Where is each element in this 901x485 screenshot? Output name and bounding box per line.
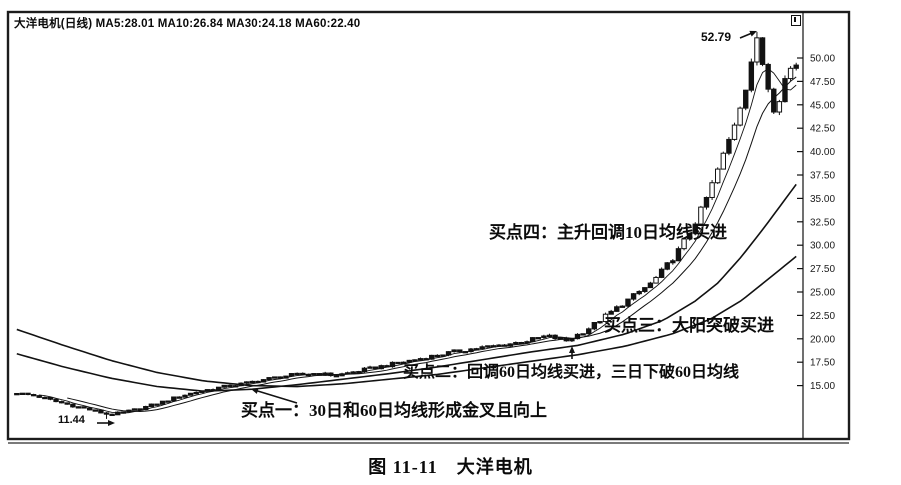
peak-price-label: 52.79 <box>701 30 732 44</box>
chart-title: 大洋电机(日线) MA5:28.01 MA10:26.84 MA30:24.18… <box>14 18 361 30</box>
y-tick-label: 20.00 <box>810 334 835 345</box>
chart-tool-icon[interactable] <box>791 15 801 26</box>
y-tick-label: 32.50 <box>810 217 835 228</box>
ma10-line <box>67 76 797 412</box>
y-tick-label: 15.00 <box>810 381 835 392</box>
y-tick-label: 35.00 <box>810 194 835 205</box>
y-tick-label: 47.50 <box>810 77 835 88</box>
figure-caption: 图 11-11 大洋电机 <box>368 457 533 477</box>
annotation-arrows <box>97 30 757 426</box>
y-axis: 50.00 47.50 45.00 42.50 40.00 37.50 35.00 32.50… <box>6 10 851 444</box>
ma60-line <box>16 255 797 388</box>
y-tick-label: 27.50 <box>810 264 835 275</box>
annotation-buy-point-3: 买点三：大阳突破买进 <box>604 316 774 335</box>
ma5-line <box>39 68 797 414</box>
y-tick-label: 30.00 <box>810 241 835 252</box>
y-tick-label: 45.00 <box>810 100 835 111</box>
annotation-buy-point-4: 买点四：主升回调10日均线买进 <box>489 223 727 242</box>
ma30-line <box>16 183 797 392</box>
y-tick-label: 17.50 <box>810 358 835 369</box>
low-price-label: 11.44 <box>58 414 85 426</box>
y-tick-label: 40.00 <box>810 147 835 158</box>
y-tick-label: 22.50 <box>810 311 835 322</box>
annotation-buy-point-1: 买点一：30日和60日均线形成金叉且向上 <box>241 401 547 420</box>
y-tick-label: 37.50 <box>810 171 835 182</box>
y-tick-label: 42.50 <box>810 124 835 135</box>
annotation-buy-point-2: 买点二：回调60日均线买进，三日下破60日均线 <box>403 364 740 381</box>
y-tick-label: 25.00 <box>810 288 835 299</box>
y-tick-label: 50.00 <box>810 54 835 65</box>
